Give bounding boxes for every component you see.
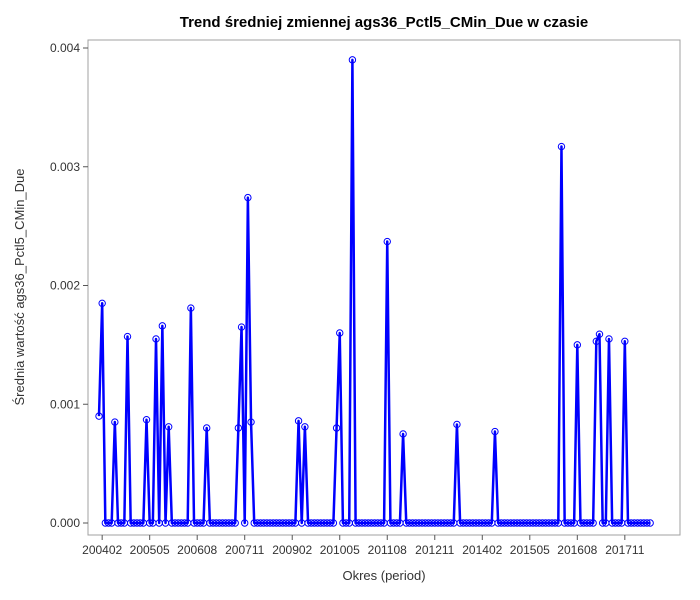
data-point (231, 519, 239, 527)
y-axis-label: Średnia wartość ags36_Pctl5_CMin_Due (12, 168, 27, 405)
data-point (595, 330, 604, 338)
data-point (598, 519, 607, 527)
data-point (123, 332, 132, 341)
data-point (244, 193, 252, 202)
data-point (342, 519, 350, 527)
data-point (301, 423, 309, 431)
data-point (164, 423, 173, 431)
data-point (142, 415, 151, 424)
data-point (643, 519, 651, 527)
data-point (136, 519, 144, 527)
data-point (567, 519, 575, 527)
x-axis-label: Okres (period) (342, 568, 425, 583)
data-point (646, 519, 654, 527)
plot-frame (87, 39, 681, 536)
data-point (586, 519, 594, 527)
data-point (104, 519, 113, 527)
x-axis: 200402 200505 200608 200711 200902 201005 2011… (82, 535, 645, 557)
data-point (152, 335, 160, 343)
data-point (557, 142, 566, 151)
x-tick-label: 200902 (272, 543, 312, 557)
data-point (484, 519, 493, 527)
data-point (326, 519, 334, 527)
data-point (551, 519, 559, 527)
x-tick-label: 200402 (82, 543, 122, 557)
data-point (605, 335, 613, 343)
data-point (95, 412, 103, 420)
data-point (187, 304, 195, 312)
data-point (228, 519, 236, 527)
data-point (332, 424, 341, 432)
data-point (241, 519, 249, 527)
data-point (592, 337, 601, 346)
y-tick-label: 0.001 (50, 397, 80, 411)
data-point (589, 519, 597, 527)
data-point (614, 519, 623, 527)
chart-title: Trend średniej zmiennej ags36_Pctl5_CMin… (180, 14, 589, 31)
data-point (288, 519, 296, 527)
data-point (180, 519, 189, 527)
y-tick-label: 0.003 (50, 160, 80, 174)
x-tick-label: 200608 (177, 543, 217, 557)
x-tick-label: 201108 (368, 543, 407, 557)
x-tick-label: 201005 (320, 543, 360, 557)
data-markers (95, 56, 654, 527)
data-point (383, 237, 391, 246)
data-point (329, 519, 338, 527)
y-tick-label: 0.000 (50, 516, 80, 530)
x-tick-label: 200711 (225, 543, 264, 557)
data-point (158, 322, 167, 330)
x-tick-label: 201711 (605, 543, 644, 557)
data-point (621, 337, 629, 346)
data-point (117, 519, 125, 527)
data-point (98, 299, 106, 308)
data-point (203, 424, 211, 432)
x-tick-label: 201211 (415, 543, 454, 557)
y-tick-label: 0.004 (50, 41, 80, 55)
data-point (393, 519, 401, 527)
data-point (573, 341, 582, 349)
data-point (453, 420, 461, 429)
data-point (336, 329, 344, 337)
data-point (446, 519, 455, 527)
y-axis: 0.000 0.001 0.002 0.003 0.004 (50, 41, 88, 530)
x-tick-label: 200505 (130, 543, 170, 557)
data-point (234, 424, 243, 432)
data-point (111, 418, 119, 426)
data-point (377, 519, 385, 527)
data-point (294, 417, 303, 425)
x-tick-label: 201505 (510, 543, 550, 557)
x-tick-label: 201402 (462, 543, 502, 557)
data-point (145, 519, 154, 527)
data-point (247, 418, 255, 426)
series-line (97, 58, 651, 525)
x-tick-label: 201608 (557, 543, 597, 557)
data-point (399, 430, 407, 438)
data-point (237, 323, 246, 331)
data-point (491, 427, 499, 436)
y-tick-label: 0.002 (50, 279, 80, 293)
data-point (348, 56, 357, 64)
data-point (196, 519, 205, 527)
